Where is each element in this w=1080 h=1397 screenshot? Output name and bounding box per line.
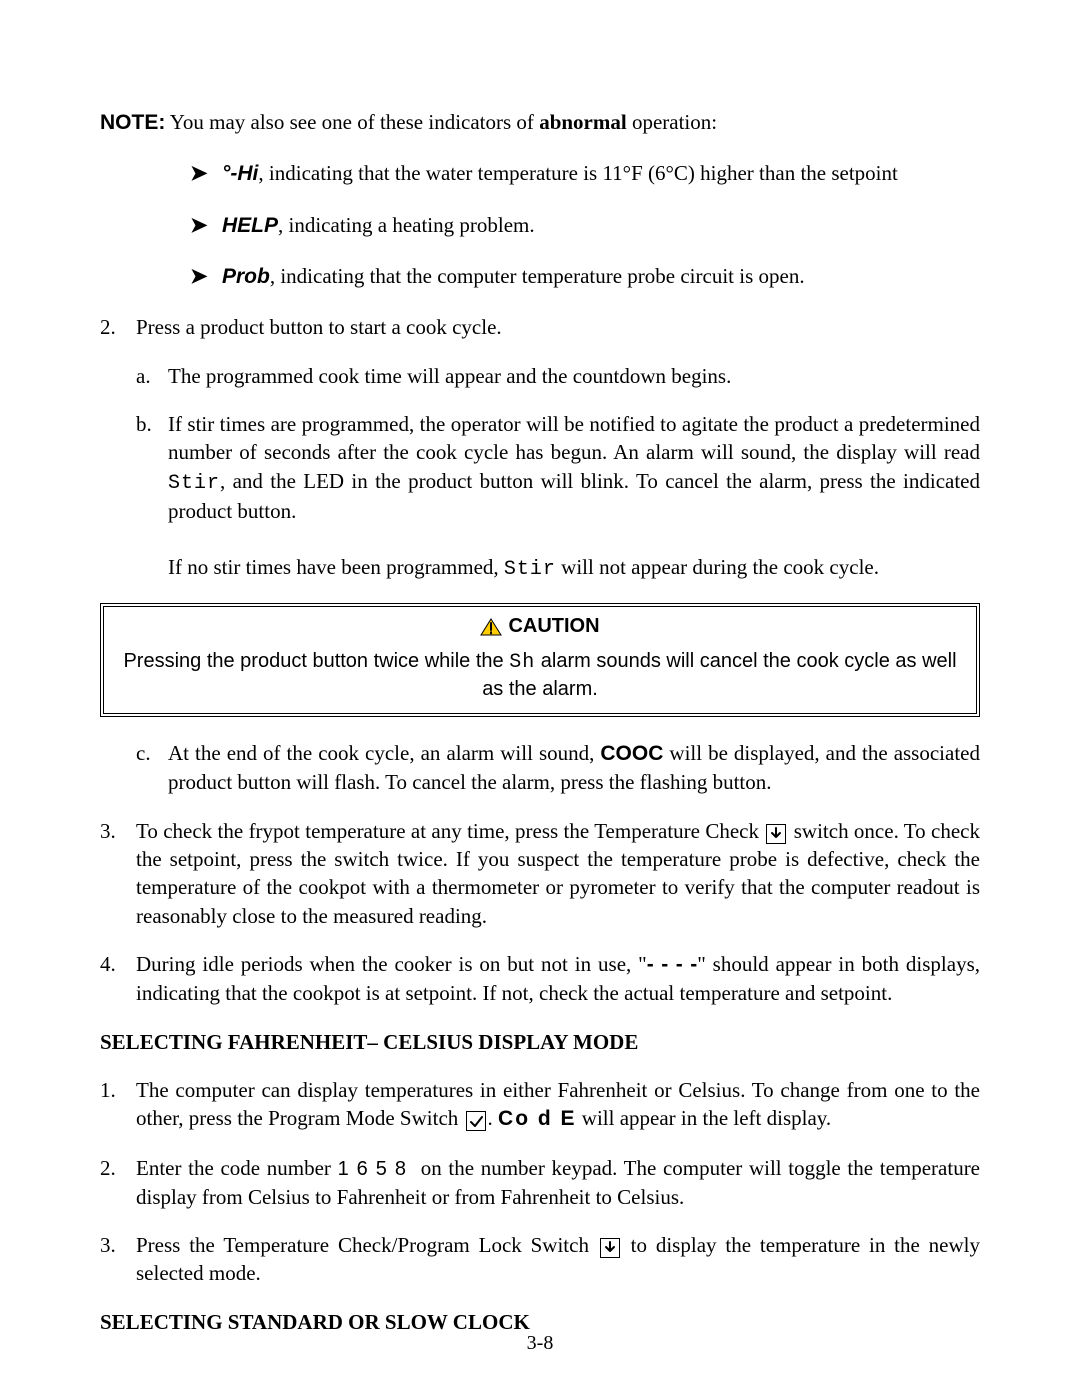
fc-step-2-body: Enter the code number 1658 on the number… (136, 1154, 980, 1211)
fc-step-2-num: 2. (100, 1154, 136, 1211)
step-4-body: During idle periods when the cooker is o… (136, 950, 980, 1008)
stir-code-2: Stir (504, 558, 556, 581)
hi-text: , indicating that the water temperature … (258, 161, 897, 185)
prob-keyword: Prob (222, 265, 270, 288)
bullet-hi-body: °-Hi, indicating that the water temperat… (222, 159, 980, 188)
cooc-code: COOC (600, 742, 663, 765)
caution-title: CAUTION (508, 613, 599, 640)
caution-box: CAUTION Pressing the product button twic… (100, 603, 980, 717)
step-2b-p1b: , and the LED in the product button will… (168, 469, 980, 523)
bullet-prob-body: Prob, indicating that the computer tempe… (222, 262, 980, 291)
step-2b-p1a: If stir times are programmed, the operat… (168, 412, 980, 464)
code-1658: 1658 (338, 1158, 415, 1180)
step-3-num: 3. (100, 817, 136, 930)
fc-step-2: 2. Enter the code number 1658 on the num… (100, 1154, 980, 1211)
bullet-help-body: HELP, indicating a heating problem. (222, 211, 980, 240)
note-line: NOTE: You may also see one of these indi… (100, 108, 980, 137)
step-2b-p2a: If no stir times have been programmed, (168, 555, 504, 579)
note-abnormal: abnormal (539, 110, 627, 134)
warning-triangle-icon (480, 618, 502, 636)
step-2a-letter: a. (136, 362, 168, 390)
section-fahrenheit-celsius: SELECTING FAHRENHEIT– CELSIUS DISPLAY MO… (100, 1028, 980, 1056)
fc-step-1: 1. The computer can display temperatures… (100, 1076, 980, 1134)
stir-code-1: Stir (168, 472, 220, 495)
step-2: 2. Press a product button to start a coo… (100, 313, 980, 341)
step-2a-text: The programmed cook time will appear and… (168, 362, 980, 390)
step-2b-body: If stir times are programmed, the operat… (168, 410, 980, 583)
step-3-body: To check the frypot temperature at any t… (136, 817, 980, 930)
step-2b-letter: b. (136, 410, 168, 583)
step-2c-ta: At the end of the cook cycle, an alarm w… (168, 741, 600, 765)
code-display: Co d E (498, 1107, 577, 1130)
step-2b-p2b: will not appear during the cook cycle. (556, 555, 879, 579)
help-keyword: HELP (222, 214, 278, 237)
caution-body-b: alarm sounds will cancel the cook cycle … (482, 650, 956, 700)
sh-code: Sh (509, 651, 535, 674)
fc-step-3: 3. Press the Temperature Check/Program L… (100, 1231, 980, 1288)
prob-text: , indicating that the computer temperatu… (270, 264, 805, 288)
bullet-arrow-icon: ➤ (190, 159, 222, 188)
caution-body: Pressing the product button twice while … (114, 648, 966, 703)
bullet-hi: ➤ °-Hi, indicating that the water temper… (190, 159, 980, 188)
step-4: 4. During idle periods when the cooker i… (100, 950, 980, 1008)
bullet-arrow-icon: ➤ (190, 262, 222, 291)
caution-body-a: Pressing the product button twice while … (123, 650, 509, 672)
caution-header: CAUTION (114, 613, 966, 644)
program-mode-check-icon (466, 1111, 486, 1131)
hi-keyword: °-Hi (222, 162, 258, 185)
idle-dashes: - - - - (647, 953, 697, 976)
step-4-ta: During idle periods when the cooker is o… (136, 952, 647, 976)
fc-step-3-num: 3. (100, 1231, 136, 1288)
temp-check-lock-down-icon (600, 1238, 620, 1258)
note-label: NOTE: (100, 111, 165, 134)
step-2c: c. At the end of the cook cycle, an alar… (136, 739, 980, 797)
fc-step-3-body: Press the Temperature Check/Program Lock… (136, 1231, 980, 1288)
fc2-ta: Enter the code number (136, 1156, 338, 1180)
step-3-ta: To check the frypot temperature at any t… (136, 819, 764, 843)
fc-step-1-body: The computer can display temperatures in… (136, 1076, 980, 1134)
temp-check-down-icon (766, 824, 786, 844)
step-2a: a. The programmed cook time will appear … (136, 362, 980, 390)
step-3: 3. To check the frypot temperature at an… (100, 817, 980, 930)
fc1-tb: . (488, 1106, 499, 1130)
page-number: 3-8 (0, 1330, 1080, 1357)
bullet-help: ➤ HELP, indicating a heating problem. (190, 211, 980, 240)
help-text: , indicating a heating problem. (278, 213, 535, 237)
step-2-num: 2. (100, 313, 136, 341)
step-4-num: 4. (100, 950, 136, 1008)
step-2c-letter: c. (136, 739, 168, 797)
note-text-b: operation: (627, 110, 717, 134)
fc3-ta: Press the Temperature Check/Program Lock… (136, 1233, 598, 1257)
note-text-a: You may also see one of these indicators… (165, 110, 539, 134)
indicator-bullets: ➤ °-Hi, indicating that the water temper… (100, 159, 980, 291)
fc-step-1-num: 1. (100, 1076, 136, 1134)
step-2b: b. If stir times are programmed, the ope… (136, 410, 980, 583)
fc1-tc: will appear in the left display. (577, 1106, 832, 1130)
bullet-prob: ➤ Prob, indicating that the computer tem… (190, 262, 980, 291)
step-2-text: Press a product button to start a cook c… (136, 313, 980, 341)
step-2c-body: At the end of the cook cycle, an alarm w… (168, 739, 980, 797)
bullet-arrow-icon: ➤ (190, 211, 222, 240)
